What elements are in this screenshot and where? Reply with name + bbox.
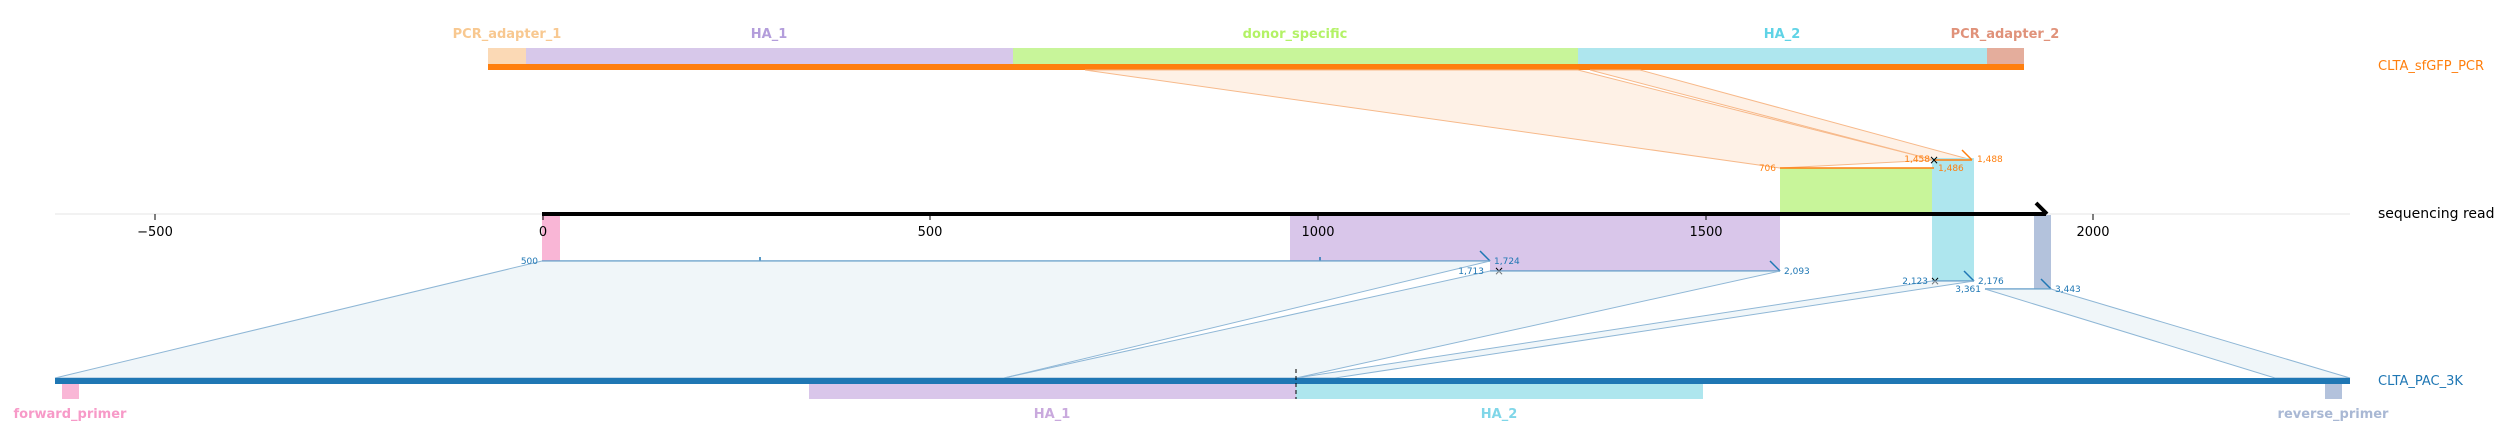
top-track: PCR_adapter_1 HA_1 donor_specific HA_2 P… [453, 27, 2484, 74]
read-feature-ha-1 [1290, 215, 1490, 261]
annotation-blue: 2,176 [1978, 277, 2004, 287]
annotation-orange: 1,486 [1938, 164, 1964, 174]
read-feature-forward-primer [542, 215, 560, 261]
read-feature-ha-1b [1490, 215, 1780, 271]
bottom-label-forward-primer: forward_primer [14, 407, 128, 422]
bottom-feature-reverse-primer [2325, 384, 2342, 399]
bottom-feature-ha-1 [809, 384, 1296, 399]
bottom-track: CLTA_PAC_3K forward_primer HA_1 HA_2 rev… [14, 369, 2463, 422]
top-label-pcr-adapter-1: PCR_adapter_1 [453, 27, 562, 42]
top-feature-pcr-adapter-1 [488, 48, 526, 64]
top-feature-ha-2 [1578, 48, 1987, 64]
tick-label: 1000 [1301, 225, 1334, 240]
bottom-label-ha-1: HA_1 [1034, 407, 1071, 422]
top-label-ha-1: HA_1 [751, 27, 788, 42]
top-label-donor-specific: donor_specific [1243, 27, 1348, 42]
bottom-track-label: CLTA_PAC_3K [2378, 374, 2463, 389]
tick-label: 500 [918, 225, 943, 240]
annotation-labels: 1,458 1,488 706 1,486 500 1,724 1,713 2,… [521, 155, 2081, 295]
annotation-blue: 2,123 [1902, 277, 1928, 287]
annotation-orange: 1,458 [1904, 155, 1930, 165]
annotation-orange: 1,488 [1977, 155, 2003, 165]
read-axis-label: sequencing read [2378, 206, 2494, 222]
annotation-orange: 706 [1759, 164, 1776, 174]
top-label-pcr-adapter-2: PCR_adapter_2 [1951, 27, 2060, 42]
annotation-blue: 3,361 [1955, 285, 1981, 295]
top-track-bar [488, 64, 2024, 70]
read-axis-arrow [2034, 201, 2049, 216]
bottom-label-reverse-primer: reverse_primer [2278, 407, 2390, 422]
orange-read-segments [1780, 149, 1973, 169]
ribbon-right-primer [1984, 288, 2351, 379]
tick-label: 2000 [2076, 225, 2109, 240]
tick-label: 1500 [1689, 225, 1722, 240]
bottom-label-ha-2: HA_2 [1481, 407, 1518, 422]
read-features [542, 158, 2051, 289]
blue-alignment-ribbons [54, 260, 2351, 379]
tick-label: 0 [539, 225, 547, 240]
annotation-blue: 1,713 [1458, 267, 1484, 277]
annotation-blue: 2,093 [1784, 267, 1810, 277]
top-feature-pcr-adapter-2 [1987, 48, 2024, 64]
annotation-blue: 500 [521, 257, 538, 267]
tick-label: −500 [137, 225, 173, 240]
annotation-blue: 3,443 [2055, 285, 2081, 295]
x-marker: × [1929, 153, 1939, 167]
read-feature-ha-2 [1932, 158, 1974, 281]
top-track-label: CLTA_sfGFP_PCR [2378, 59, 2484, 74]
orange-alignment-ribbons [1084, 69, 1973, 169]
annotation-blue: 1,724 [1494, 257, 1520, 267]
read-axis: −500 0 500 1000 1500 2000 sequencing rea… [55, 201, 2494, 240]
bottom-track-bar [55, 378, 2350, 384]
bottom-feature-ha-2 [1296, 384, 1703, 399]
bottom-feature-forward-primer [62, 384, 79, 399]
read-feature-donor [1780, 168, 1934, 215]
read-feature-reverse-primer [2034, 215, 2051, 289]
top-label-ha-2: HA_2 [1764, 27, 1801, 42]
top-feature-ha-1 [526, 48, 1013, 64]
top-feature-donor-specific [1013, 48, 1578, 64]
